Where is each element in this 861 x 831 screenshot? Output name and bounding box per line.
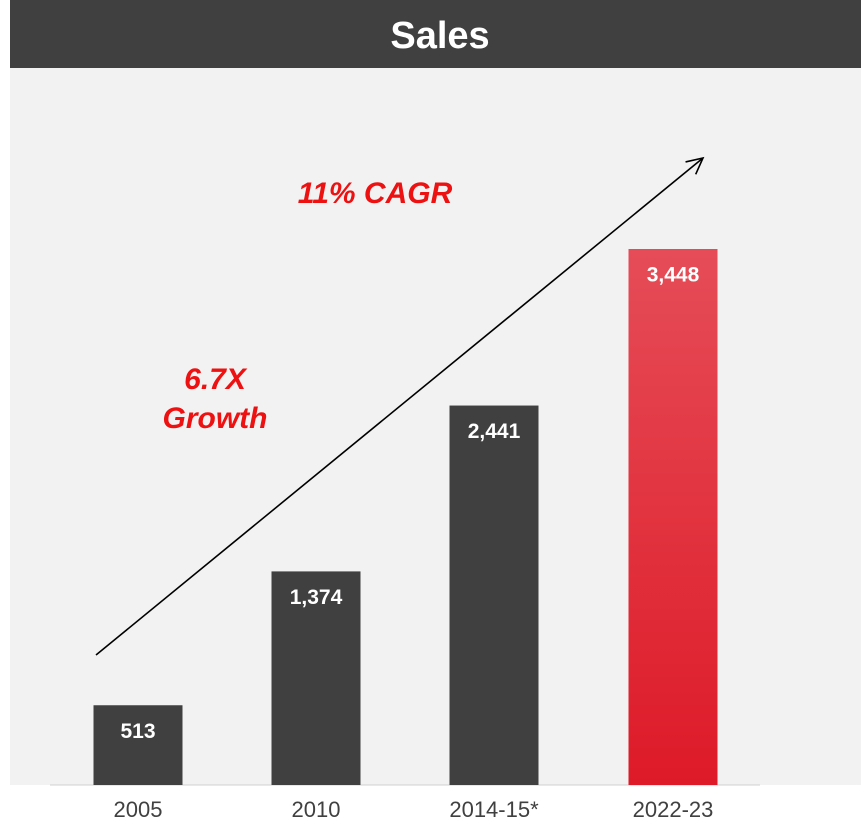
x-tick-label: 2014-15* bbox=[449, 797, 539, 822]
bar bbox=[93, 705, 183, 785]
value-label: 513 bbox=[120, 720, 155, 743]
bar-shine bbox=[628, 249, 718, 785]
value-label: 1,374 bbox=[290, 586, 343, 609]
growth-arrow bbox=[95, 156, 705, 656]
bar bbox=[449, 405, 539, 785]
bar bbox=[271, 571, 361, 785]
x-tick-label: 2010 bbox=[292, 797, 341, 822]
cagr-annotation: 11% CAGR bbox=[298, 177, 453, 210]
x-tick-label: 2005 bbox=[114, 797, 163, 822]
header-bar bbox=[10, 0, 861, 68]
plot-background bbox=[10, 68, 861, 785]
growth-annotation: Growth bbox=[163, 402, 268, 435]
growth-annotation: 6.7X bbox=[184, 363, 248, 396]
chart-title: Sales bbox=[390, 15, 489, 57]
x-tick-label: 2022-23 bbox=[633, 797, 714, 822]
value-label: 3,448 bbox=[647, 264, 700, 287]
value-label: 2,441 bbox=[468, 420, 521, 443]
